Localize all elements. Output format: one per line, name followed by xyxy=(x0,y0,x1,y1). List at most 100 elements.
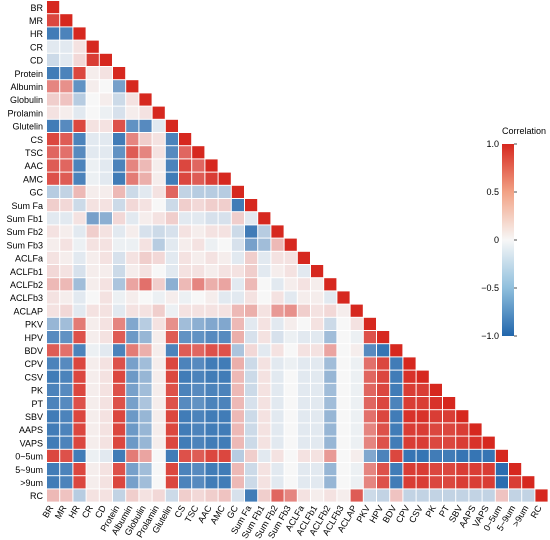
heatmap-cell xyxy=(47,146,60,159)
heatmap-cell xyxy=(113,357,126,370)
heatmap-cell xyxy=(284,463,297,476)
heatmap-cell xyxy=(192,370,205,383)
heatmap-cell xyxy=(403,423,416,436)
heatmap-cell xyxy=(47,93,60,106)
heatmap-cell xyxy=(363,423,376,436)
heatmap-cell xyxy=(324,317,337,330)
row-label: CPV xyxy=(24,359,43,369)
heatmap-cell xyxy=(297,397,310,410)
heatmap-cell xyxy=(86,251,99,264)
heatmap-cell xyxy=(60,291,73,304)
heatmap-cell xyxy=(205,436,218,449)
row-label: VAPS xyxy=(20,438,43,448)
heatmap-cell xyxy=(113,238,126,251)
heatmap-cell xyxy=(99,449,112,462)
row-label: CR xyxy=(30,42,43,52)
heatmap-cell xyxy=(245,423,258,436)
heatmap-cell xyxy=(152,449,165,462)
heatmap-cell xyxy=(86,67,99,80)
heatmap-cell xyxy=(139,370,152,383)
heatmap-cell xyxy=(258,251,271,264)
heatmap-cell xyxy=(192,251,205,264)
heatmap-cell xyxy=(231,410,244,423)
heatmap-cell xyxy=(60,67,73,80)
heatmap-cell xyxy=(47,476,60,489)
heatmap-cell xyxy=(245,278,258,291)
heatmap-cell xyxy=(231,265,244,278)
heatmap-cell xyxy=(363,317,376,330)
heatmap-cell xyxy=(218,489,231,502)
row-label: ACLFa xyxy=(15,254,43,264)
heatmap-cell xyxy=(192,304,205,317)
heatmap-cell xyxy=(390,476,403,489)
heatmap-cell xyxy=(139,344,152,357)
heatmap-cell xyxy=(60,463,73,476)
heatmap-cell xyxy=(73,119,86,132)
row-label: Prolamin xyxy=(7,108,43,118)
heatmap-cell xyxy=(86,370,99,383)
heatmap-cell xyxy=(231,238,244,251)
heatmap-cell xyxy=(324,370,337,383)
heatmap-cell xyxy=(152,146,165,159)
heatmap-cell xyxy=(47,27,60,40)
heatmap-cell xyxy=(443,423,456,436)
heatmap-cell xyxy=(73,67,86,80)
heatmap-cell xyxy=(218,344,231,357)
row-label: >9um xyxy=(20,478,43,488)
row-label: TSC xyxy=(25,148,44,158)
heatmap-cell xyxy=(139,172,152,185)
heatmap-cell xyxy=(60,251,73,264)
heatmap-cell xyxy=(86,291,99,304)
heatmap-cell xyxy=(139,106,152,119)
heatmap-cell xyxy=(113,463,126,476)
heatmap-cell xyxy=(456,476,469,489)
heatmap-cell xyxy=(192,225,205,238)
heatmap-cell xyxy=(86,119,99,132)
heatmap-cell xyxy=(218,251,231,264)
heatmap-cell xyxy=(60,146,73,159)
heatmap-cell xyxy=(165,185,178,198)
heatmap-cell xyxy=(363,436,376,449)
heatmap-cell xyxy=(47,265,60,278)
heatmap-cell xyxy=(284,397,297,410)
heatmap-cell xyxy=(297,357,310,370)
heatmap-cell xyxy=(429,423,442,436)
heatmap-cell xyxy=(337,489,350,502)
heatmap-cell xyxy=(258,238,271,251)
heatmap-cell xyxy=(179,278,192,291)
heatmap-cell xyxy=(337,449,350,462)
heatmap-cell xyxy=(482,489,495,502)
heatmap-cell xyxy=(429,489,442,502)
heatmap-cell xyxy=(179,146,192,159)
heatmap-cell xyxy=(231,331,244,344)
heatmap-cell xyxy=(205,172,218,185)
heatmap-cell xyxy=(192,436,205,449)
heatmap-cell xyxy=(350,463,363,476)
heatmap-cell xyxy=(60,449,73,462)
heatmap-cell xyxy=(258,463,271,476)
heatmap-cell xyxy=(86,410,99,423)
heatmap-cell xyxy=(126,489,139,502)
heatmap-cell xyxy=(139,397,152,410)
heatmap-cell xyxy=(390,423,403,436)
heatmap-cell xyxy=(311,370,324,383)
heatmap-cell xyxy=(126,199,139,212)
heatmap-cell xyxy=(99,106,112,119)
heatmap-cell xyxy=(73,251,86,264)
heatmap-cell xyxy=(271,304,284,317)
heatmap-cell xyxy=(139,265,152,278)
heatmap-cell xyxy=(86,159,99,172)
heatmap-cell xyxy=(126,278,139,291)
heatmap-cell xyxy=(179,423,192,436)
heatmap-cell xyxy=(60,265,73,278)
row-label: Globulin xyxy=(10,95,43,105)
heatmap-cell xyxy=(152,238,165,251)
heatmap-cell xyxy=(390,436,403,449)
heatmap-cell xyxy=(139,159,152,172)
heatmap-cell xyxy=(165,291,178,304)
heatmap-cell xyxy=(231,225,244,238)
heatmap-cell xyxy=(311,436,324,449)
heatmap-cell xyxy=(126,159,139,172)
heatmap-cell xyxy=(377,489,390,502)
heatmap-cell xyxy=(350,397,363,410)
